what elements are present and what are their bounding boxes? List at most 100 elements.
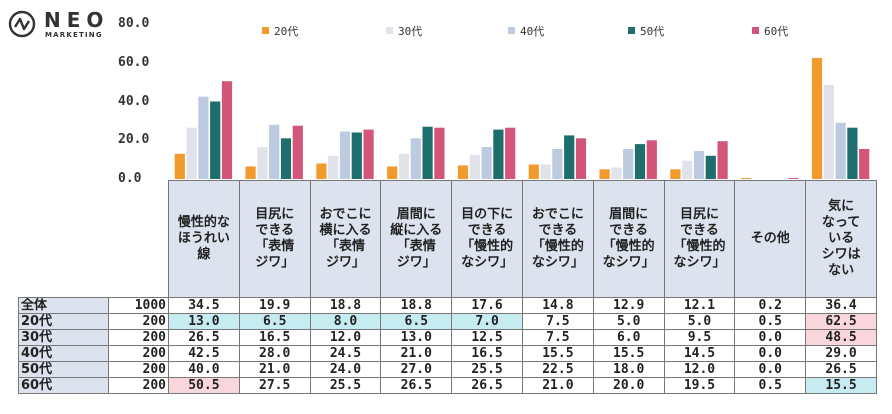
table-cell: 48.5 — [805, 329, 877, 346]
sample-size-cell: 200 — [108, 361, 169, 378]
bar-4-1 — [469, 154, 480, 179]
table-cell: 26.5 — [168, 329, 240, 346]
table-cell: 20.0 — [592, 377, 665, 394]
bar-0-1 — [186, 127, 197, 179]
table-cell: 18.8 — [380, 297, 453, 314]
table-cell: 19.9 — [238, 297, 311, 314]
table-cell: 62.5 — [805, 313, 877, 330]
table-cell: 24.0 — [309, 361, 382, 378]
table-row: 40代 200 42.5 28.0 24.5 21.0 16.5 15.5 15.5 14.5 0.… — [18, 345, 877, 362]
table-cell: 7.0 — [451, 313, 523, 330]
category-label: 眉間に できる 「慢性的 なシワ」 — [592, 180, 665, 298]
category-label: 気に なって いる シワは ない — [805, 180, 877, 298]
table-cell: 6.5 — [380, 313, 453, 330]
category-label: 慢性的な ほうれい線 — [168, 180, 240, 298]
table-cell: 21.0 — [521, 377, 594, 394]
row-label: 50代 — [18, 361, 109, 378]
table-cell: 5.0 — [592, 313, 665, 330]
bar-5-3 — [564, 135, 575, 179]
bar-3-4 — [434, 127, 445, 179]
bar-6-0 — [599, 169, 610, 179]
bar-7-0 — [670, 169, 681, 179]
bar-5-0 — [528, 164, 539, 179]
bar-0-0 — [174, 153, 185, 179]
bar-2-3 — [351, 132, 362, 179]
legend-swatch — [262, 27, 269, 34]
table-cell: 0.0 — [734, 329, 807, 346]
bar-3-2 — [410, 138, 421, 179]
table-cell: 12.5 — [451, 329, 523, 346]
table-cell: 5.0 — [663, 313, 736, 330]
bar-1-1 — [257, 147, 268, 179]
table-cell: 21.0 — [380, 345, 453, 362]
table-cell: 0.0 — [734, 345, 807, 362]
bar-7-2 — [693, 150, 705, 179]
bar-8-0 — [741, 178, 752, 179]
bar-3-1 — [398, 153, 410, 179]
table-cell: 7.5 — [521, 313, 594, 330]
bar-6-3 — [634, 144, 646, 179]
table-cell: 42.5 — [168, 345, 240, 362]
table-cell: 12.0 — [309, 329, 382, 346]
category-label: 目尻に できる 「慢性的 なシワ」 — [663, 180, 736, 298]
table-corner — [19, 181, 169, 298]
category-label: 目の下に できる 「慢性的 なシワ」 — [451, 180, 523, 298]
table-cell: 0.2 — [734, 297, 807, 314]
category-label: 眉間に 縦に入る 「表情 ジワ」 — [380, 180, 453, 298]
category-label: 目尻に できる 「表情 ジワ」 — [238, 180, 311, 298]
y-tick-label: 0.0 — [118, 171, 142, 186]
legend-label: 20代 — [274, 25, 299, 38]
legend-swatch — [386, 27, 393, 34]
table-cell: 15.5 — [521, 345, 594, 362]
table-cell: 27.0 — [380, 361, 453, 378]
bar-4-4 — [505, 127, 516, 179]
bar-1-4 — [292, 125, 303, 179]
sample-size-cell: 200 — [108, 313, 169, 330]
category-label: おでこに 横に入る 「表情 ジワ」 — [309, 180, 382, 298]
legend-label: 50代 — [640, 25, 665, 38]
table-cell: 6.0 — [592, 329, 665, 346]
bar-5-4 — [575, 138, 587, 179]
table-cell: 12.9 — [592, 297, 665, 314]
table-cell: 13.0 — [168, 313, 240, 330]
table-cell: 16.5 — [451, 345, 523, 362]
sample-size-cell: 200 — [108, 329, 169, 346]
bar-4-2 — [481, 147, 492, 179]
table-cell: 24.5 — [309, 345, 382, 362]
table-cell: 26.5 — [805, 361, 877, 378]
bar-1-3 — [280, 138, 292, 179]
table-cell: 26.5 — [380, 377, 453, 394]
table-row: 全体 1000 34.5 19.9 18.8 18.8 17.6 14.8 12.9 12.1 0.… — [18, 297, 877, 314]
bar-9-3 — [847, 127, 858, 179]
table-cell: 12.0 — [663, 361, 736, 378]
bar-2-0 — [316, 163, 327, 179]
legend-item: 50代 — [628, 23, 664, 39]
row-label: 30代 — [18, 329, 109, 346]
category-label: おでこに できる 「慢性的 なシワ」 — [521, 180, 594, 298]
table-row: 60代 200 50.5 27.5 25.5 26.5 26.5 21.0 20.0 19.5 0.… — [18, 377, 877, 394]
bar-4-3 — [493, 129, 504, 179]
bar-6-4 — [646, 140, 657, 180]
table-cell: 25.5 — [309, 377, 382, 394]
bar-8-4 — [788, 178, 799, 179]
bar-6-2 — [623, 149, 634, 179]
legend-swatch — [508, 27, 515, 34]
bar-1-2 — [269, 124, 280, 180]
bar-0-2 — [198, 96, 209, 179]
bar-2-1 — [328, 155, 339, 180]
legend-label: 30代 — [398, 25, 423, 38]
table-cell: 9.5 — [663, 329, 736, 346]
row-label: 40代 — [18, 345, 109, 362]
table-cell: 0.5 — [734, 377, 807, 394]
table-cell: 18.8 — [309, 297, 382, 314]
table-cell: 19.5 — [663, 377, 736, 394]
bar-3-3 — [422, 126, 433, 179]
row-label: 60代 — [18, 377, 109, 394]
bar-6-1 — [611, 167, 622, 179]
legend-swatch — [752, 27, 759, 34]
table-cell: 28.0 — [238, 345, 311, 362]
legend-swatch — [628, 27, 635, 34]
table-cell: 15.5 — [805, 377, 877, 394]
bar-4-0 — [457, 165, 469, 179]
table-cell: 26.5 — [451, 377, 523, 394]
